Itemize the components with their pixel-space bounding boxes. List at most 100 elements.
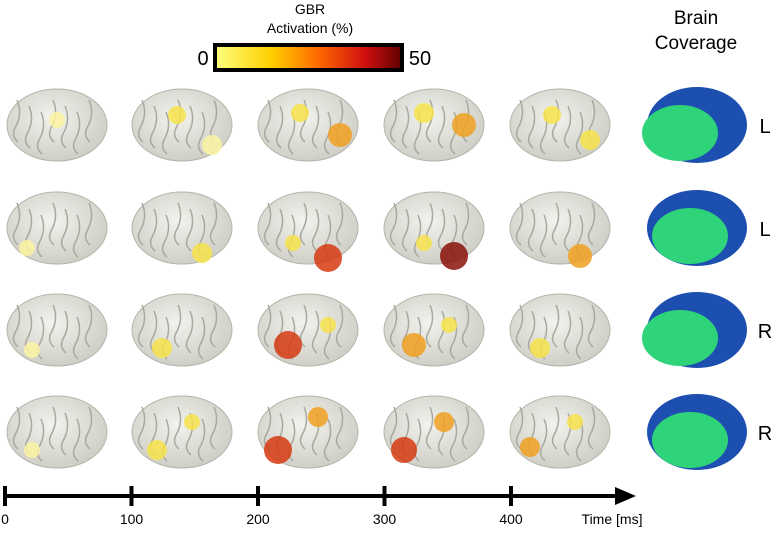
row-label: L — [759, 219, 770, 241]
sulcus — [311, 310, 320, 354]
brain — [6, 88, 108, 162]
sulcus — [72, 418, 81, 462]
row-label: R — [758, 321, 772, 343]
brain-surface — [509, 88, 611, 162]
sulcus — [185, 208, 194, 252]
sulcus — [60, 412, 69, 456]
sulcus — [551, 406, 560, 450]
sulcus — [173, 304, 182, 348]
sulcus — [299, 202, 308, 246]
sulcus — [461, 406, 470, 450]
sulcus — [173, 406, 182, 450]
activation — [520, 437, 540, 457]
brain — [131, 293, 233, 367]
sulcus — [149, 208, 158, 252]
activation — [530, 338, 550, 358]
sulcus — [287, 111, 296, 155]
brain — [257, 88, 359, 162]
coverage-green — [652, 208, 728, 264]
brain — [383, 191, 485, 270]
coverage-green — [642, 310, 718, 366]
activation — [202, 135, 222, 155]
sulcus — [12, 99, 21, 143]
coverage-green — [642, 105, 718, 161]
sulcus — [84, 99, 93, 143]
sulcus — [48, 202, 57, 246]
sulcus — [185, 310, 194, 354]
sulcus — [587, 406, 596, 450]
activation — [391, 437, 417, 463]
brain-surface — [509, 293, 611, 367]
sulcus — [72, 214, 81, 258]
sulcus — [335, 202, 344, 246]
time-tick-label: 0 — [1, 511, 9, 527]
sulcus — [299, 406, 308, 450]
sulcus — [48, 406, 57, 450]
brain — [6, 191, 108, 265]
brain-surface — [383, 191, 485, 265]
sulcus — [551, 304, 560, 348]
sulcus — [209, 406, 218, 450]
brain-surface — [131, 293, 233, 367]
sulcus — [36, 111, 45, 155]
sulcus — [527, 310, 536, 354]
sulcus — [275, 105, 284, 149]
activation — [184, 414, 200, 430]
activation — [414, 103, 434, 123]
sulcus — [389, 202, 398, 246]
colorbar-max: 50 — [409, 48, 431, 70]
sulcus — [515, 202, 524, 246]
brain — [131, 88, 233, 162]
brain-grid: L L R R — [6, 87, 772, 470]
activation — [291, 104, 309, 122]
sulcus — [323, 418, 332, 462]
row-label: R — [758, 423, 772, 445]
activation — [19, 240, 35, 256]
sulcus — [161, 214, 170, 258]
sulcus — [575, 418, 584, 462]
sulcus — [48, 99, 57, 143]
sulcus — [24, 105, 33, 149]
sulcus — [72, 316, 81, 360]
sulcus — [84, 202, 93, 246]
sulcus — [48, 304, 57, 348]
brain-surface — [6, 293, 108, 367]
sulcus — [323, 111, 332, 155]
brain — [257, 395, 359, 469]
sulcus — [36, 214, 45, 258]
sulcus — [263, 99, 272, 143]
sulcus — [137, 99, 146, 143]
activation — [49, 112, 65, 128]
sulcus — [263, 202, 272, 246]
activation — [264, 436, 292, 464]
sulcus — [587, 202, 596, 246]
activation — [328, 123, 352, 147]
activation — [416, 235, 432, 251]
activation — [314, 244, 342, 272]
time-tick-label: 200 — [246, 511, 270, 527]
activation — [24, 442, 40, 458]
sulcus — [539, 418, 548, 462]
brain — [509, 191, 611, 268]
sulcus — [12, 304, 21, 348]
sulcus — [137, 202, 146, 246]
sulcus — [539, 214, 548, 258]
coverage-brain: L — [642, 87, 771, 163]
activation — [567, 414, 583, 430]
sulcus — [575, 111, 584, 155]
coverage-title: Coverage — [655, 33, 737, 54]
brain-surface — [131, 395, 233, 469]
sulcus — [563, 208, 572, 252]
brain — [131, 191, 233, 265]
sulcus — [84, 304, 93, 348]
sulcus — [72, 111, 81, 155]
sulcus — [311, 208, 320, 252]
brain — [131, 395, 233, 469]
activation — [434, 412, 454, 432]
sulcus — [209, 304, 218, 348]
sulcus — [515, 304, 524, 348]
sulcus — [149, 105, 158, 149]
coverage-brain: R — [647, 394, 772, 470]
activation — [24, 342, 40, 358]
